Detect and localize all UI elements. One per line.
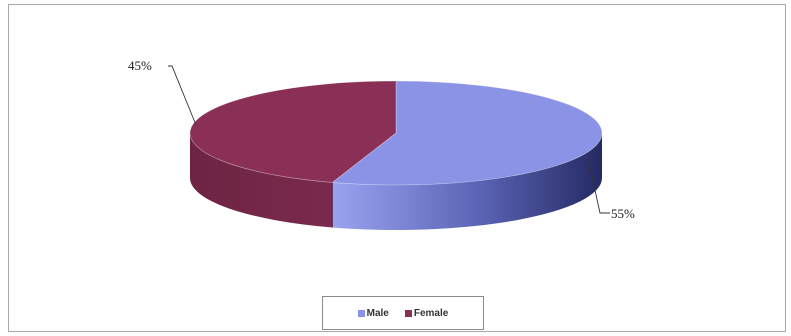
legend-label-female: Female: [413, 307, 449, 319]
data-label-male: 55%: [611, 206, 635, 221]
legend-item-male: Male: [357, 307, 389, 319]
pie-side-male: [332, 133, 602, 231]
legend-label-male: Male: [366, 307, 389, 319]
pie-slice-female: [189, 80, 397, 183]
legend-swatch-female: [404, 309, 412, 317]
leader-line-male: [587, 157, 610, 214]
leader-line-female: [168, 65, 197, 126]
chart-legend: Male Female: [322, 296, 484, 330]
legend-swatch-male: [357, 309, 365, 317]
pie-slice-male: [331, 80, 603, 186]
pie-side-female: [190, 133, 333, 228]
data-label-female: 45%: [128, 58, 152, 73]
legend-item-female: Female: [404, 307, 449, 319]
